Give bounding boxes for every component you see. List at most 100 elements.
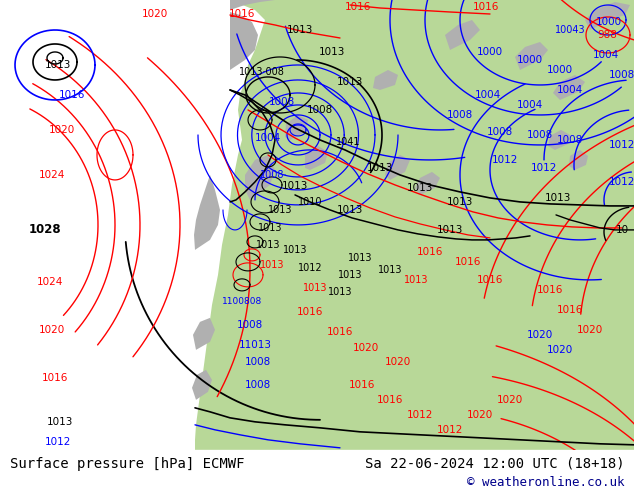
Text: 11013: 11013	[238, 340, 271, 350]
Text: 1020: 1020	[467, 410, 493, 420]
Text: 1008: 1008	[557, 135, 583, 145]
Text: 1013: 1013	[328, 287, 353, 297]
Text: 1013: 1013	[256, 240, 280, 250]
Text: 1020: 1020	[353, 343, 379, 353]
Polygon shape	[193, 318, 215, 350]
Text: 1016: 1016	[477, 275, 503, 285]
Polygon shape	[445, 20, 480, 50]
Text: 1016: 1016	[327, 327, 353, 337]
Text: 1013: 1013	[258, 223, 282, 233]
Polygon shape	[194, 175, 220, 250]
Polygon shape	[195, 0, 634, 450]
Polygon shape	[230, 12, 258, 70]
Text: 1028: 1028	[29, 223, 61, 236]
Text: 1013: 1013	[378, 265, 402, 275]
Text: 1013: 1013	[338, 270, 362, 280]
Text: 1016: 1016	[557, 305, 583, 315]
Polygon shape	[373, 70, 398, 90]
Text: 1020: 1020	[385, 357, 411, 367]
Text: 1020: 1020	[577, 325, 603, 335]
Text: 1000: 1000	[596, 17, 622, 27]
Text: 1013: 1013	[260, 260, 284, 270]
Text: Sa 22-06-2024 12:00 UTC (18+18): Sa 22-06-2024 12:00 UTC (18+18)	[365, 457, 624, 471]
Text: 1013: 1013	[47, 417, 73, 427]
Text: 1024: 1024	[39, 170, 65, 180]
Polygon shape	[305, 146, 328, 170]
Text: 1000: 1000	[547, 65, 573, 75]
Text: 1016: 1016	[455, 257, 481, 267]
Text: 1020: 1020	[142, 9, 168, 19]
Text: 1013: 1013	[45, 60, 71, 70]
Polygon shape	[585, 2, 630, 30]
Text: 1013: 1013	[404, 275, 428, 285]
Text: 1008: 1008	[487, 127, 513, 137]
Text: 1013: 1013	[437, 225, 463, 235]
Text: 1041: 1041	[336, 137, 360, 147]
Text: 1013: 1013	[337, 205, 363, 215]
Text: 1012: 1012	[609, 177, 634, 187]
Text: 1016: 1016	[537, 285, 563, 295]
Text: 1008: 1008	[269, 97, 295, 107]
Text: 1013: 1013	[268, 205, 292, 215]
Text: 1012: 1012	[45, 437, 71, 447]
Text: 1013: 1013	[287, 25, 313, 35]
Text: 1013: 1013	[348, 253, 372, 263]
Text: 1012: 1012	[298, 263, 322, 273]
Text: 1016: 1016	[377, 395, 403, 405]
Text: 988: 988	[597, 30, 617, 40]
Text: 1016: 1016	[229, 9, 256, 19]
Text: 1012: 1012	[407, 410, 433, 420]
Polygon shape	[245, 155, 275, 200]
Text: 1016: 1016	[417, 247, 443, 257]
Polygon shape	[569, 150, 588, 170]
Text: 1008: 1008	[245, 380, 271, 390]
Text: 1016: 1016	[473, 2, 499, 12]
Text: 1013: 1013	[545, 193, 571, 203]
Text: 1008: 1008	[447, 110, 473, 120]
Text: 1013: 1013	[447, 197, 473, 207]
Text: 1008: 1008	[237, 320, 263, 330]
Text: 1004: 1004	[517, 100, 543, 110]
Text: 1013: 1013	[367, 163, 393, 173]
Text: 1008: 1008	[307, 105, 333, 115]
Text: 1016: 1016	[59, 90, 85, 100]
Text: 10: 10	[616, 225, 628, 235]
Polygon shape	[230, 0, 275, 10]
Text: 1020: 1020	[497, 395, 523, 405]
Polygon shape	[192, 370, 212, 400]
Text: 10043: 10043	[555, 25, 585, 35]
Text: 1013: 1013	[303, 283, 327, 293]
Text: 1013: 1013	[283, 245, 307, 255]
Text: 1004: 1004	[557, 85, 583, 95]
Text: 1012: 1012	[437, 425, 463, 435]
Text: 1016: 1016	[349, 380, 375, 390]
Text: 1100808: 1100808	[222, 297, 262, 306]
Text: 1012: 1012	[531, 163, 557, 173]
Text: Surface pressure [hPa] ECMWF: Surface pressure [hPa] ECMWF	[10, 457, 244, 471]
Text: 1008: 1008	[527, 130, 553, 140]
Polygon shape	[285, 115, 308, 140]
Text: 1008: 1008	[245, 357, 271, 367]
Text: 1013: 1013	[407, 183, 433, 193]
Text: 1013·008: 1013·008	[239, 67, 285, 77]
Text: © weatheronline.co.uk: © weatheronline.co.uk	[467, 476, 624, 490]
Text: 1008·: 1008·	[260, 170, 288, 180]
Text: 1004: 1004	[475, 90, 501, 100]
Text: 1016: 1016	[297, 307, 323, 317]
Text: 1010: 1010	[298, 197, 322, 207]
Text: 1020: 1020	[49, 125, 75, 135]
Text: 1013: 1013	[337, 77, 363, 87]
Text: 1013: 1013	[319, 47, 345, 57]
Text: 1016: 1016	[42, 373, 68, 383]
Polygon shape	[385, 155, 410, 180]
Text: 1008: 1008	[609, 70, 634, 80]
Text: 1004: 1004	[255, 133, 281, 143]
Text: 1020: 1020	[547, 345, 573, 355]
Text: 1000: 1000	[517, 55, 543, 65]
Text: 1020: 1020	[39, 325, 65, 335]
Text: 1013: 1013	[281, 181, 308, 191]
Text: 1000: 1000	[477, 47, 503, 57]
Polygon shape	[515, 42, 548, 70]
Polygon shape	[548, 130, 570, 150]
Text: 1012: 1012	[609, 140, 634, 150]
